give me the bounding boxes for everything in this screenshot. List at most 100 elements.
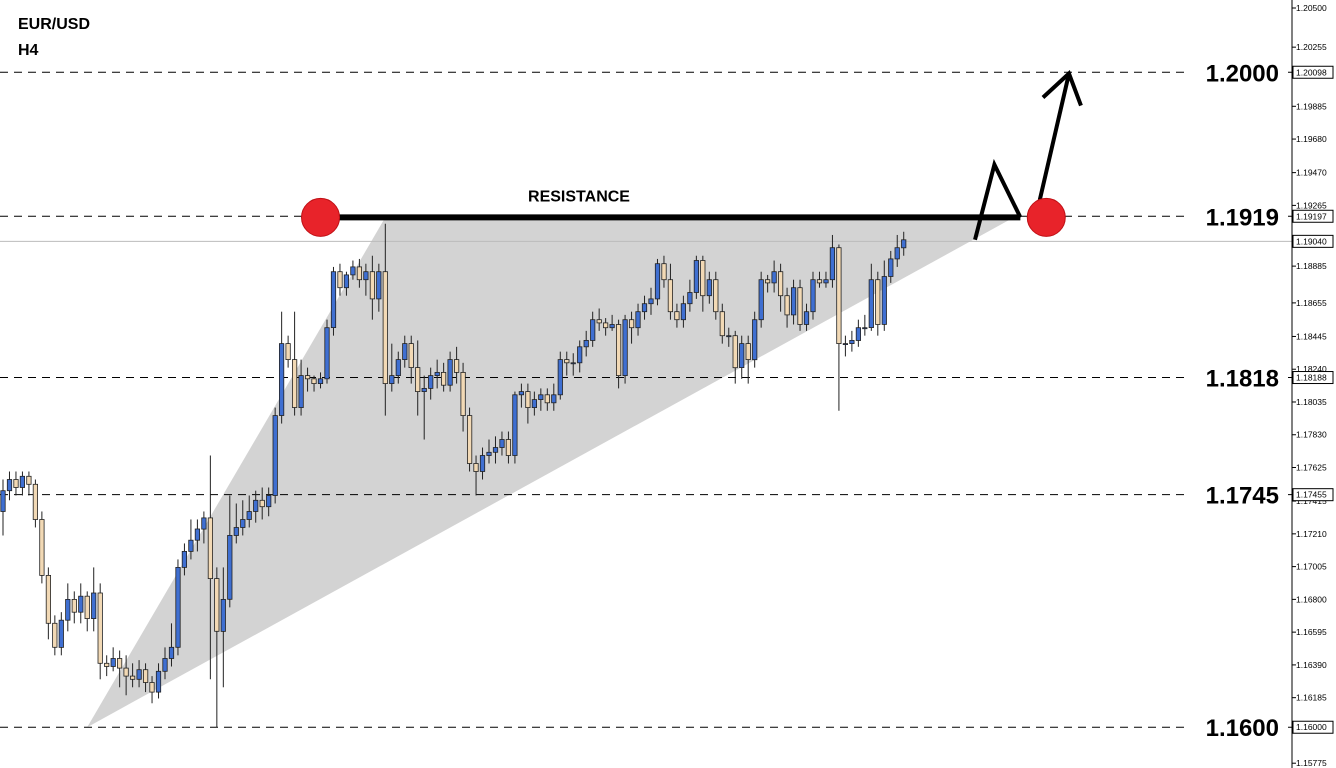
candle-body xyxy=(603,322,609,329)
candle-body xyxy=(350,266,356,276)
candle-body xyxy=(181,551,187,568)
candle-body xyxy=(428,375,434,389)
candle-body xyxy=(382,271,388,385)
candle-body xyxy=(577,346,583,364)
candle-body xyxy=(91,592,97,620)
candle-body xyxy=(583,339,589,348)
candle-body xyxy=(240,519,246,528)
candle-body xyxy=(460,371,466,416)
level-label-backing xyxy=(1188,715,1282,742)
candle-body xyxy=(13,479,19,488)
level-label: 1.1818 xyxy=(1206,366,1279,393)
candle-body xyxy=(220,599,226,632)
level-label: 1.2000 xyxy=(1206,60,1279,87)
candle-body xyxy=(298,375,304,409)
candle-body xyxy=(136,669,142,680)
candle-body xyxy=(544,394,550,404)
candle-body xyxy=(45,575,52,624)
resistance-label: RESISTANCE xyxy=(528,188,630,205)
candle-body xyxy=(564,359,570,364)
candle-body xyxy=(538,394,544,400)
candle-body xyxy=(58,619,64,648)
candle-body xyxy=(648,298,654,305)
candle-body xyxy=(227,535,233,600)
candle-body xyxy=(875,279,881,325)
candle-body xyxy=(719,311,725,337)
candle-body xyxy=(570,362,576,365)
candle-body xyxy=(713,279,719,313)
candle-body xyxy=(525,391,531,409)
candle-body xyxy=(531,399,538,409)
candle-body xyxy=(129,675,136,680)
candle-body xyxy=(881,276,887,325)
candle-body xyxy=(311,378,317,384)
candle-body xyxy=(868,279,874,329)
candle-body xyxy=(551,394,557,404)
price-tag-box xyxy=(1292,234,1334,248)
candle-body xyxy=(408,343,414,369)
candle-body xyxy=(557,359,563,396)
candle-body xyxy=(771,271,777,284)
level-label: 1.1919 xyxy=(1206,204,1279,231)
price-tag-label: 1.19197 xyxy=(1296,211,1327,221)
candle-body xyxy=(745,343,751,361)
axis-tick-label: 1.16185 xyxy=(1296,693,1327,703)
candle-body xyxy=(32,483,39,520)
level-label-backing xyxy=(1188,365,1282,392)
candle-body xyxy=(337,271,343,289)
wedge-pattern xyxy=(87,217,1014,728)
candle-body xyxy=(700,260,706,297)
candle-body xyxy=(395,359,401,377)
candle-body xyxy=(142,669,149,683)
candle-body xyxy=(803,311,810,325)
candle-body xyxy=(26,475,32,485)
candle-body xyxy=(272,415,278,496)
candle-body xyxy=(765,279,771,284)
candle-body xyxy=(389,375,395,385)
candle-body xyxy=(732,335,738,369)
candle-body xyxy=(233,527,239,536)
candle-body xyxy=(440,371,447,386)
level-label-backing xyxy=(1188,204,1282,231)
candle-body xyxy=(667,279,674,313)
candle-body xyxy=(752,319,758,361)
candle-body xyxy=(246,511,252,520)
candle-body xyxy=(687,292,693,305)
candle-body xyxy=(363,271,369,281)
candle-body xyxy=(894,247,900,260)
axis-tick-label: 1.20500 xyxy=(1296,3,1327,13)
level-labels: 1.2000 1.1919 1.1818 1.1745 1.1600 xyxy=(1188,60,1282,742)
candle-body xyxy=(149,682,155,693)
price-tag-label: 1.17455 xyxy=(1296,490,1327,500)
candle-body xyxy=(641,303,648,313)
candle-body xyxy=(616,324,622,376)
candle-body xyxy=(855,327,862,341)
candle-body xyxy=(842,343,849,346)
axis-tick-label: 1.18035 xyxy=(1296,397,1327,407)
candle-body xyxy=(253,499,259,512)
axis-tick-label: 1.15775 xyxy=(1296,758,1327,768)
candle-body xyxy=(162,658,168,672)
annotation-overlay: RESISTANCE xyxy=(301,70,1083,241)
candle-body xyxy=(758,279,764,321)
candle-body xyxy=(188,539,194,552)
axis-tick-label: 1.18885 xyxy=(1296,261,1327,271)
candle-body xyxy=(609,324,615,329)
candle-body xyxy=(19,475,26,488)
level-label: 1.1745 xyxy=(1206,483,1279,510)
candle-body xyxy=(726,335,732,338)
axis-tick-label: 1.18445 xyxy=(1296,331,1327,341)
candle-body xyxy=(415,367,421,393)
axis-tick-label: 1.18655 xyxy=(1296,298,1327,308)
candle-body xyxy=(829,247,836,281)
axis-tick-label: 1.17625 xyxy=(1296,463,1327,473)
candle-body xyxy=(285,343,291,361)
candle-body xyxy=(791,287,797,316)
wedge-triangle xyxy=(87,217,1014,728)
candle-body xyxy=(447,359,453,386)
candle-body xyxy=(214,578,220,632)
candle-body xyxy=(291,359,298,408)
candles xyxy=(0,223,907,728)
candle-body xyxy=(194,528,200,541)
